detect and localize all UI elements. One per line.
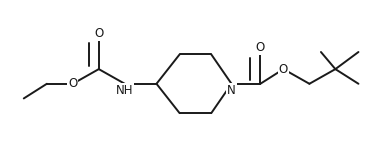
Text: O: O bbox=[68, 77, 78, 90]
Text: O: O bbox=[279, 63, 288, 76]
Text: NH: NH bbox=[116, 84, 133, 97]
Text: O: O bbox=[256, 41, 265, 54]
Text: O: O bbox=[94, 27, 104, 40]
Text: N: N bbox=[227, 84, 236, 97]
